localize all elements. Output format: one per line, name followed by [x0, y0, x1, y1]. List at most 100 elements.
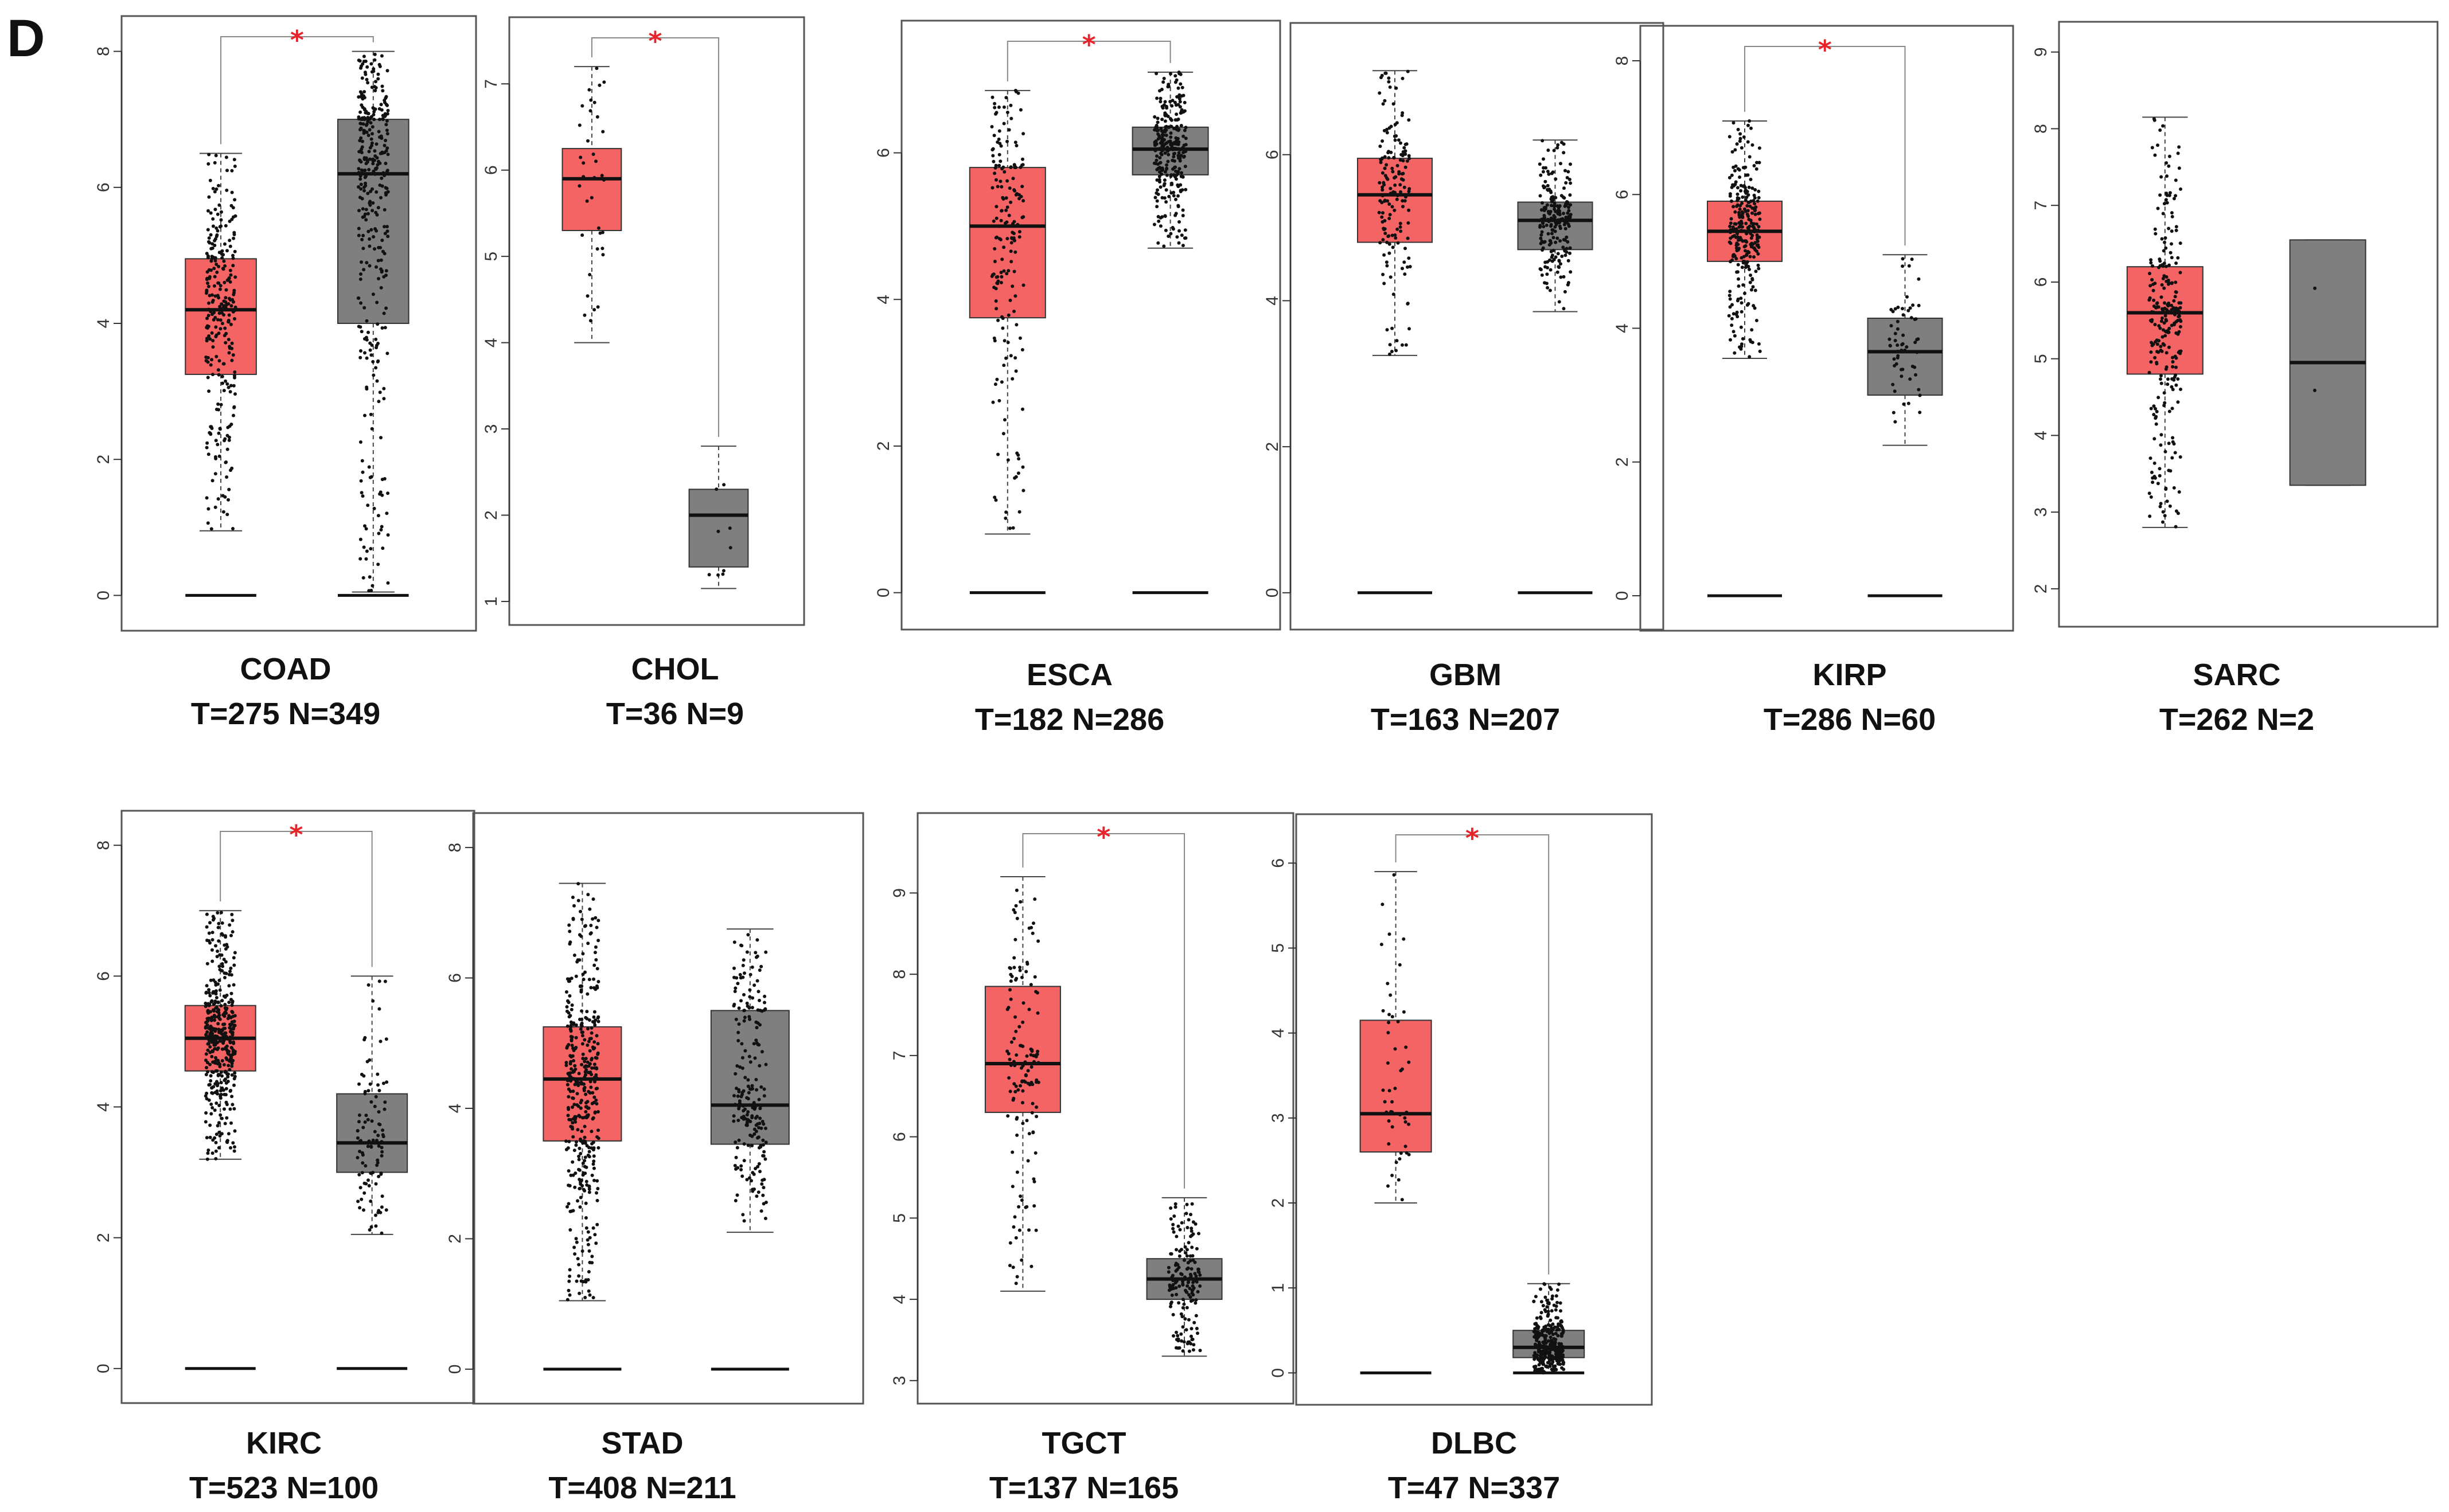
- data-point: [210, 948, 214, 952]
- data-point: [1550, 1309, 1554, 1313]
- plot-frame: [1639, 25, 2014, 632]
- data-point: [1902, 402, 1906, 406]
- data-point: [760, 1009, 764, 1013]
- data-point: [589, 986, 593, 990]
- data-point: [1403, 1120, 1407, 1124]
- data-point: [1539, 1333, 1543, 1337]
- normal-points: [1152, 71, 1188, 248]
- data-point: [1906, 401, 1910, 405]
- data-point: [358, 90, 362, 94]
- data-point: [1397, 138, 1401, 142]
- data-point: [566, 1105, 570, 1109]
- data-point: [1378, 181, 1382, 185]
- data-point: [210, 331, 214, 335]
- cancer-type-label: STAD: [602, 1426, 684, 1460]
- data-point: [1918, 393, 1922, 397]
- data-point: [2158, 193, 2162, 197]
- y-tick-label: 4: [482, 338, 501, 347]
- data-point: [360, 95, 364, 99]
- data-point: [1381, 211, 1385, 215]
- data-point: [757, 1097, 761, 1101]
- data-point: [380, 184, 384, 188]
- data-point: [2178, 306, 2182, 310]
- data-point: [595, 67, 599, 71]
- data-point: [1545, 272, 1549, 276]
- data-point: [357, 167, 361, 171]
- data-point: [1554, 177, 1558, 181]
- data-point: [204, 1073, 208, 1077]
- data-point: [1748, 338, 1752, 342]
- data-point: [362, 214, 366, 218]
- data-point: [722, 483, 726, 487]
- data-point: [1387, 242, 1391, 246]
- data-point: [1746, 173, 1750, 177]
- data-point: [581, 1057, 585, 1060]
- data-point: [1893, 331, 1897, 335]
- data-point: [595, 1087, 599, 1091]
- data-point: [361, 139, 364, 143]
- data-point: [1181, 93, 1185, 97]
- data-point: [1159, 224, 1163, 228]
- data-point: [993, 247, 997, 251]
- data-point: [229, 273, 233, 277]
- panel-letter: D: [7, 9, 45, 68]
- data-point: [1730, 150, 1734, 154]
- data-point: [571, 896, 575, 899]
- data-point: [218, 1134, 222, 1138]
- data-point: [359, 301, 363, 305]
- data-point: [1007, 1076, 1011, 1080]
- data-point: [1387, 76, 1391, 80]
- y-tick-label: 4: [1263, 296, 1282, 306]
- data-point: [380, 239, 384, 243]
- data-point: [600, 247, 605, 251]
- data-point: [1183, 165, 1187, 169]
- tumor-points: [1005, 888, 1040, 1286]
- data-point: [2154, 422, 2158, 426]
- data-point: [1159, 185, 1163, 189]
- data-point: [1546, 1312, 1550, 1316]
- data-point: [600, 230, 605, 235]
- data-point: [1402, 1010, 1406, 1014]
- data-point: [1383, 1100, 1387, 1104]
- data-point: [1191, 1232, 1195, 1236]
- data-point: [374, 210, 378, 214]
- data-point: [588, 1260, 592, 1264]
- data-point: [1390, 205, 1394, 209]
- data-point: [1730, 303, 1734, 307]
- data-point: [763, 1217, 767, 1220]
- data-point: [1538, 1315, 1542, 1319]
- data-point: [1736, 248, 1740, 252]
- data-point: [1559, 194, 1563, 198]
- data-point: [583, 1124, 587, 1128]
- data-point: [1158, 180, 1161, 184]
- data-point: [1185, 1284, 1190, 1288]
- data-point: [740, 1042, 744, 1046]
- data-point: [1738, 204, 1742, 208]
- data-point: [1008, 988, 1012, 992]
- data-point: [1171, 1226, 1175, 1230]
- data-point: [383, 143, 387, 147]
- data-point: [586, 992, 590, 996]
- data-point: [2150, 278, 2154, 282]
- data-point: [1381, 220, 1385, 224]
- data-point: [1562, 238, 1566, 241]
- significance-bracket: [591, 37, 719, 437]
- data-point: [1029, 983, 1033, 987]
- data-point: [1730, 199, 1733, 203]
- data-point: [217, 939, 221, 943]
- data-point: [1155, 205, 1159, 209]
- data-point: [1184, 187, 1188, 192]
- data-point: [228, 1068, 232, 1072]
- data-point: [214, 983, 218, 987]
- data-point: [1751, 285, 1755, 289]
- data-point: [232, 1107, 236, 1111]
- data-point: [2172, 197, 2176, 201]
- data-point: [589, 98, 593, 102]
- data-point: [204, 1033, 208, 1037]
- data-point: [764, 1126, 767, 1130]
- data-point: [583, 1296, 587, 1299]
- data-point: [2150, 341, 2153, 345]
- data-point: [358, 537, 362, 541]
- data-point: [1739, 296, 1743, 300]
